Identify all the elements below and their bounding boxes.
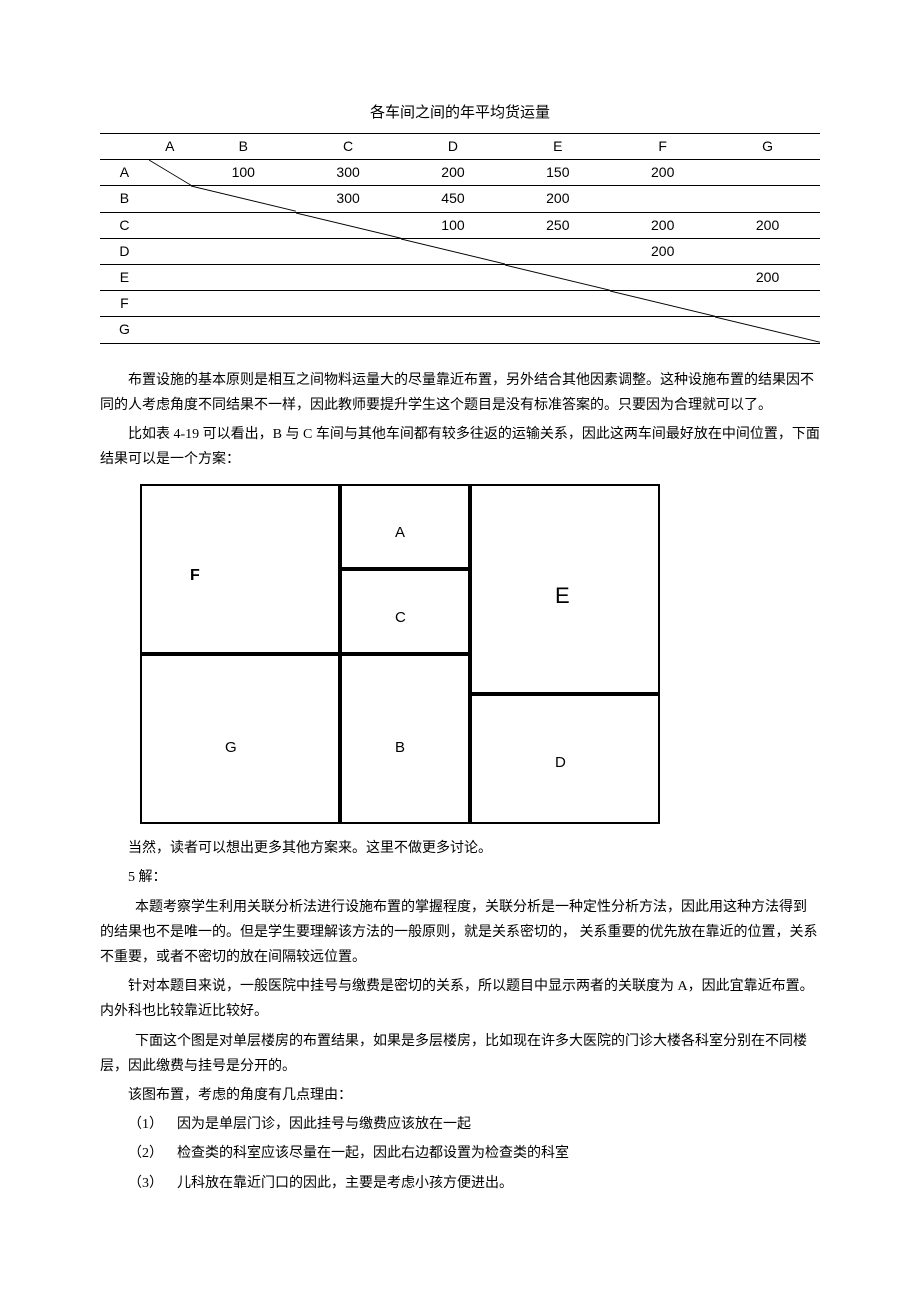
table-header-cell: A [149,134,191,160]
table-cell [401,317,506,343]
table-row-header: F [100,291,149,317]
paragraph-5: 本题考察学生利用关联分析法进行设施布置的掌握程度，关联分析是一种定性分析方法，因… [100,895,820,971]
table-row-header: B [100,186,149,212]
list-item: （2） 检查类的科室应该尽量在一起，因此右边都设置为检查类的科室 [128,1141,820,1166]
table-cell [191,291,296,317]
table-row-header: G [100,317,149,343]
layout-box-label: A [395,519,405,546]
table-cell: 200 [505,186,610,212]
layout-box-label: F [190,562,200,591]
reasons-list: （1） 因为是单层门诊，因此挂号与缴费应该放在一起 （2） 检查类的科室应该尽量在… [100,1112,820,1196]
paragraph-1: 布置设施的基本原则是相互之间物料运量大的尽量靠近布置，另外结合其他因素调整。这种… [100,368,820,418]
table-cell [610,317,715,343]
table-cell [149,212,191,238]
table-cell [505,238,610,264]
paragraph-3: 当然，读者可以想出更多其他方案来。这里不做更多讨论。 [100,836,820,861]
table-row-header: D [100,238,149,264]
table-cell: 200 [610,160,715,186]
paragraph-2: 比如表 4-19 可以看出，B 与 C 车间与其他车间都有较多往返的运输关系，因… [100,422,820,472]
paragraph-6: 针对本题目来说，一般医院中挂号与缴费是密切的关系，所以题目中显示两者的关联度为 … [100,974,820,1024]
table-cell: 100 [191,160,296,186]
table-cell [149,291,191,317]
table-cell [401,264,506,290]
table-cell: 450 [401,186,506,212]
table-cell [149,160,191,186]
table-cell [149,264,191,290]
table-cell [149,186,191,212]
table-cell [401,291,506,317]
table-cell [610,291,715,317]
layout-box-label: E [555,576,570,616]
table-cell: 200 [610,212,715,238]
paragraph-4: 5 解： [100,865,820,890]
table-row-header: E [100,264,149,290]
table-header-cell: F [610,134,715,160]
table-cell: 300 [296,160,401,186]
table-cell: 200 [715,264,820,290]
table-cell [505,291,610,317]
table-cell [715,291,820,317]
table-header-cell: B [191,134,296,160]
table-header-cell [100,134,149,160]
table-cell [296,212,401,238]
table-cell [296,291,401,317]
table-title: 各车间之间的年平均货运量 [100,100,820,127]
table-header-cell: C [296,134,401,160]
table-cell [191,317,296,343]
table-cell: 100 [401,212,506,238]
table-cell [715,160,820,186]
table-cell: 200 [715,212,820,238]
table-cell [715,317,820,343]
table-cell [296,317,401,343]
layout-box-label: D [555,749,566,776]
table-cell [191,212,296,238]
table-cell [505,317,610,343]
table-cell [191,238,296,264]
paragraph-7: 下面这个图是对单层楼房的布置结果，如果是多层楼房，比如现在许多大医院的门诊大楼各… [100,1029,820,1079]
table-cell: 250 [505,212,610,238]
table-cell [296,238,401,264]
table-row-header: C [100,212,149,238]
table-cell: 200 [401,160,506,186]
table-header-cell: G [715,134,820,160]
table-cell [505,264,610,290]
layout-box-label: C [395,604,406,631]
layout-box-label: G [225,734,237,761]
table-cell [149,238,191,264]
list-item: （3） 儿科放在靠近门口的因此，主要是考虑小孩方便进出。 [128,1171,820,1196]
table-cell: 150 [505,160,610,186]
layout-box-label: B [395,734,405,761]
table-cell [191,264,296,290]
table-cell [610,186,715,212]
table-cell [715,186,820,212]
table-cell [610,264,715,290]
table-cell: 200 [610,238,715,264]
freight-table: ABCDEFGA100300200150200B300450200C100250… [100,133,820,344]
list-item: （1） 因为是单层门诊，因此挂号与缴费应该放在一起 [128,1112,820,1137]
table-cell [401,238,506,264]
table-cell [149,317,191,343]
paragraph-8: 该图布置，考虑的角度有几点理由： [100,1083,820,1108]
table-cell: 300 [296,186,401,212]
table-cell [296,264,401,290]
table-cell [191,186,296,212]
table-header-cell: D [401,134,506,160]
table-row-header: A [100,160,149,186]
layout-diagram: F A C E G B D [140,484,660,824]
table-cell [715,238,820,264]
table-header-cell: E [505,134,610,160]
